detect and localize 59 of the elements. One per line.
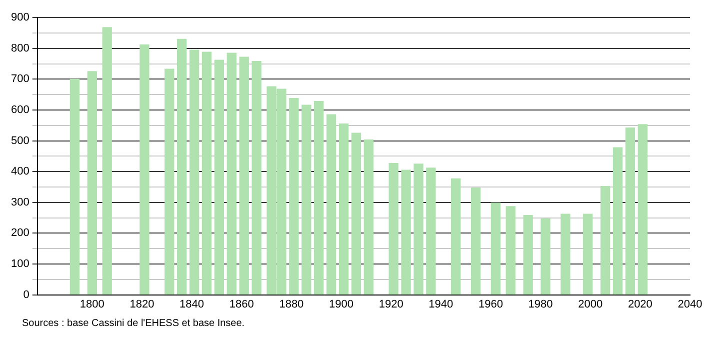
x-tick-label: 2020 — [628, 298, 652, 310]
bar — [177, 38, 187, 295]
y-tick-label: 800 — [10, 42, 30, 54]
bar — [202, 52, 212, 295]
x-tick-label: 1900 — [329, 298, 354, 310]
x-tick-label: 1880 — [279, 298, 304, 310]
bar — [326, 114, 336, 295]
bar — [600, 186, 610, 295]
y-tick-label: 200 — [10, 227, 30, 240]
y-tick-label: 700 — [10, 73, 30, 86]
bar — [401, 170, 411, 295]
bar — [338, 124, 349, 295]
y-tick-label: 300 — [10, 196, 30, 208]
bar — [451, 178, 461, 295]
bar — [414, 164, 424, 295]
bar — [252, 61, 262, 295]
bar — [638, 124, 648, 295]
bar — [426, 168, 436, 295]
y-tick-label: 0 — [23, 288, 30, 301]
bar — [625, 128, 636, 295]
x-tick-label: 1840 — [180, 298, 204, 310]
y-tick-label: 900 — [10, 12, 30, 24]
bar — [388, 162, 398, 295]
x-tick-label: 1800 — [80, 298, 104, 310]
y-tick-label: 500 — [10, 134, 30, 147]
bar — [612, 147, 623, 295]
bar — [140, 44, 150, 295]
bar — [164, 68, 174, 295]
bar — [506, 206, 516, 295]
x-tick-label: 1980 — [528, 298, 553, 310]
bar — [540, 218, 550, 295]
bar — [87, 71, 97, 295]
bar — [490, 202, 501, 295]
bar — [226, 52, 236, 295]
bar — [189, 50, 200, 295]
bar — [470, 188, 481, 295]
x-tick-label: 1960 — [478, 298, 503, 310]
source-note: Sources : base Cassini de l'EHESS et base Insee. — [22, 318, 246, 329]
x-tick-label: 2000 — [578, 298, 603, 310]
bar — [102, 27, 112, 295]
bar — [351, 132, 362, 295]
x-tick-label: 1920 — [378, 298, 404, 310]
bar — [583, 214, 593, 295]
bar — [302, 104, 312, 295]
x-tick-label: 1860 — [229, 298, 254, 310]
y-tick-label: 100 — [10, 258, 30, 270]
x-tick-label: 2040 — [678, 298, 702, 310]
x-tick-label: 1940 — [428, 298, 454, 310]
y-tick-label: 400 — [10, 166, 30, 178]
bar — [214, 60, 224, 295]
bar — [523, 215, 533, 295]
bar — [239, 56, 249, 295]
bar — [70, 78, 80, 295]
bar — [364, 140, 374, 295]
x-tick-label: 1820 — [130, 298, 154, 310]
bar — [289, 98, 299, 295]
y-tick-label: 600 — [10, 104, 30, 116]
bar — [314, 101, 324, 295]
bar — [560, 214, 570, 295]
